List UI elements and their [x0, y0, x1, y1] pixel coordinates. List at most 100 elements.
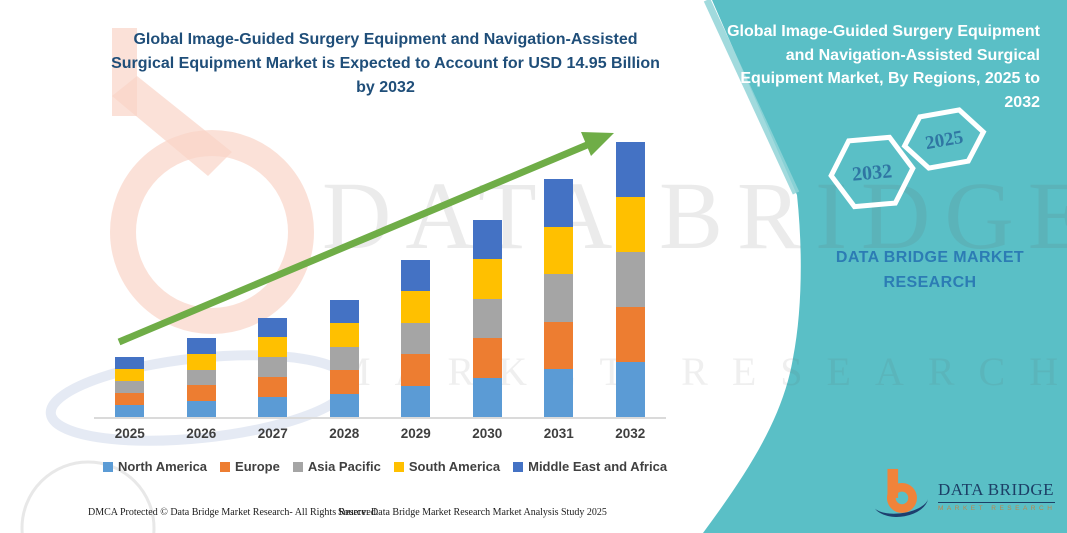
bar-segment-2032: [615, 197, 645, 252]
hexagon-2025: 2025: [901, 107, 987, 171]
side-panel-title: Global Image-Guided Surgery Equipment an…: [727, 23, 1040, 111]
trend-arrow-head: [581, 132, 614, 156]
bar-segment-2029: [401, 354, 431, 386]
bar-segment-2027: [258, 397, 288, 417]
bar-segment-2031: [544, 226, 574, 275]
bar-2030: [472, 219, 502, 417]
bar-segment-2026: [186, 338, 216, 354]
chart-legend: North America Europe Asia Pacific South Ame…: [85, 459, 685, 474]
company-logo-icon: [874, 468, 929, 517]
bar-segment-2028: [329, 393, 359, 417]
legend-item: Middle East and Africa: [513, 459, 667, 474]
bar-segment-2027: [258, 377, 288, 398]
watermark-b-bowl: [110, 130, 314, 334]
bar-segment-2027: [258, 317, 288, 338]
footer-source-text: Source: Data Bridge Market Research Mark…: [338, 507, 607, 518]
bar-segment-2028: [329, 323, 359, 347]
legend-item: North America: [102, 459, 208, 474]
bar-segment-2030: [472, 338, 502, 378]
watermark-text-marketresearch: MARKET RESEARCH: [335, 349, 1067, 394]
bar-2032: [615, 142, 645, 417]
company-logo: DATA BRIDGE MARKET RESEARCH: [872, 468, 1056, 524]
bar-segment-2030: [472, 219, 502, 259]
bar-segment-2025: [115, 381, 145, 393]
bar-segment-2025: [115, 405, 145, 417]
hexagon-2025-label: 2025: [924, 127, 965, 154]
legend-label: Europe: [235, 459, 280, 474]
bar-segment-2031: [544, 321, 574, 370]
legend-label: South America: [408, 459, 501, 474]
legend-item: Asia Pacific: [292, 459, 381, 474]
bar-segment-2030: [472, 298, 502, 338]
bar-segment-2029: [401, 259, 431, 291]
logo-b-stem-icon: [887, 468, 899, 498]
footer-dmca-text: DMCA Protected © Data Bridge Market Rese…: [88, 507, 379, 518]
legend-marker: [393, 461, 404, 472]
chart-title: Global Image-Guided Surgery Equipment an…: [111, 31, 660, 96]
bar-segment-2028: [329, 299, 359, 323]
x-axis-label-2027: 2027: [257, 426, 288, 441]
bar-segment-2031: [544, 179, 574, 227]
stacked-bar-plot: [94, 130, 666, 419]
hexagon-2032: 2032: [828, 134, 916, 210]
bar-2031: [544, 179, 574, 417]
hexagon-2032-outline: [828, 134, 916, 210]
bar-segment-2029: [401, 322, 431, 354]
x-axis-labels: 2025 2026 2027 2028 2029 2030 2031 2032: [94, 426, 666, 441]
hexagon-2032-label: 2032: [851, 160, 893, 185]
bar-segment-2031: [544, 274, 574, 322]
bar-segment-2026: [186, 385, 216, 402]
x-axis-label-2030: 2030: [472, 426, 503, 441]
bar-segment-2030: [472, 259, 502, 299]
bar-segment-2032: [615, 142, 645, 197]
hexagon-2025-outline: [901, 107, 987, 171]
bar-segment-2029: [401, 291, 431, 323]
side-panel-edge-highlight: [703, 0, 800, 195]
legend-item: Europe: [220, 459, 280, 474]
x-axis-label-2028: 2028: [329, 426, 360, 441]
bar-segment-2029: [401, 385, 431, 417]
x-axis-label-2026: 2026: [186, 426, 217, 441]
logo-swoosh-icon: [874, 498, 929, 517]
bar-segment-2028: [329, 346, 359, 370]
side-panel-background: [703, 0, 1067, 533]
watermark-ring: [20, 460, 156, 533]
bar-2027: [258, 317, 288, 417]
bar-segment-2026: [186, 353, 216, 370]
legend-label: Middle East and Africa: [528, 459, 668, 474]
bar-segment-2026: [186, 401, 216, 417]
bar-segment-2025: [115, 393, 145, 405]
bar-segment-2026: [186, 369, 216, 386]
legend-item: South America: [393, 459, 501, 474]
bar-2025: [115, 357, 145, 417]
bar-segment-2032: [615, 252, 645, 307]
legend-marker: [513, 461, 524, 472]
brand-text: DATA BRIDGE MARKET RESEARCH: [835, 249, 1025, 291]
bar-segment-2030: [472, 377, 502, 417]
legend-label: North America: [117, 459, 208, 474]
x-axis-label-2031: 2031: [543, 426, 574, 441]
watermark-text-databridge: DATA BRIDGE: [322, 162, 1067, 269]
bar-segment-2028: [329, 370, 359, 394]
logo-b-bowl-icon: [886, 482, 917, 513]
logo-name: DATA BRIDGE: [938, 480, 1056, 503]
bar-segment-2025: [115, 369, 145, 381]
legend-marker: [292, 461, 303, 472]
x-axis-label-2032: 2032: [615, 426, 646, 441]
bar-segment-2032: [615, 307, 645, 362]
bar-2029: [401, 259, 431, 417]
logo-subtitle: MARKET RESEARCH: [938, 505, 1056, 512]
legend-marker: [220, 461, 231, 472]
bar-segment-2032: [615, 362, 645, 417]
bar-2026: [186, 338, 216, 417]
bar-2028: [329, 299, 359, 417]
legend-marker: [102, 461, 113, 472]
year-hexagons: 2032 2025: [828, 107, 987, 210]
bar-segment-2027: [258, 337, 288, 358]
bar-segment-2031: [544, 369, 574, 417]
bar-segment-2025: [115, 357, 145, 369]
trend-arrow-line: [117, 141, 589, 346]
